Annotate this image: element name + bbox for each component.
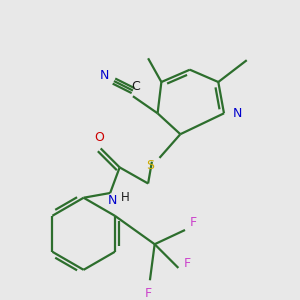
Text: N: N: [232, 107, 242, 120]
Text: S: S: [146, 159, 154, 172]
Text: N: N: [107, 194, 117, 207]
Text: C: C: [131, 80, 140, 93]
Text: H: H: [121, 191, 130, 204]
Text: F: F: [183, 257, 190, 270]
Text: F: F: [145, 287, 152, 300]
Text: N: N: [100, 69, 109, 82]
Text: O: O: [94, 130, 104, 143]
Text: F: F: [190, 216, 197, 229]
